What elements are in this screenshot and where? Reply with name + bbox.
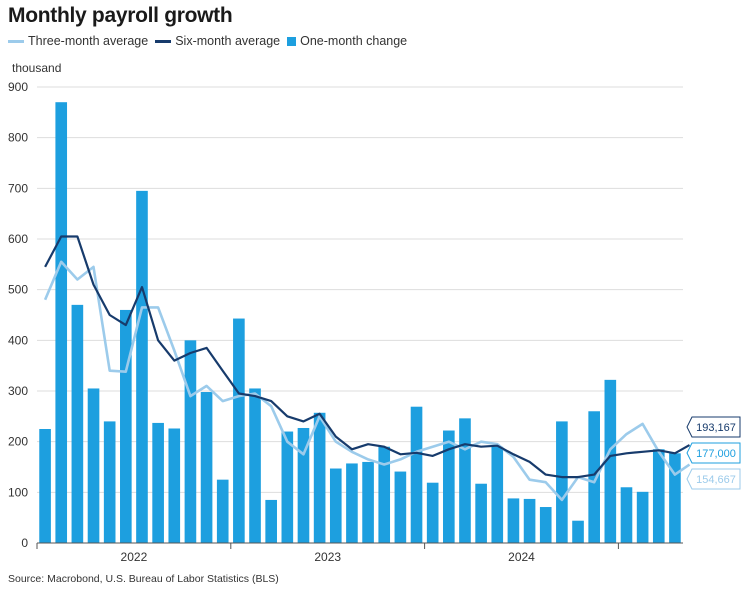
bar	[523, 498, 536, 543]
bar	[103, 421, 116, 543]
bar	[394, 471, 407, 543]
bar	[426, 482, 439, 543]
bar	[572, 520, 584, 543]
bar	[297, 427, 310, 543]
chart-title: Monthly payroll growth	[8, 4, 233, 27]
legend-label-three-month: Three-month average	[28, 34, 149, 48]
source-note: Source: Macrobond, U.S. Bureau of Labor …	[8, 573, 279, 585]
end-label-box	[686, 442, 741, 464]
bar	[604, 379, 617, 543]
chart-area: thousand 0 100 200 300 400 500 600 700 800 900 20…	[8, 61, 741, 564]
bars-one-month-change	[39, 102, 681, 543]
line-six-month-average	[44, 235, 691, 479]
bar	[669, 453, 681, 543]
y-tick-label: 300	[8, 384, 28, 398]
y-tick-label: 500	[8, 283, 28, 297]
x-tick-label: 2024	[508, 550, 535, 564]
line-three-month-average	[43, 260, 691, 502]
bar	[184, 340, 197, 543]
bar	[55, 102, 68, 543]
bar	[87, 388, 100, 543]
grid-lines	[37, 86, 683, 493]
bar	[265, 499, 277, 543]
bar	[362, 461, 374, 543]
y-axis-label: thousand	[12, 61, 61, 75]
legend-item-one-month: One-month change	[287, 34, 407, 48]
legend-label-one-month: One-month change	[300, 34, 408, 48]
bar	[120, 309, 132, 543]
bar	[249, 388, 261, 543]
legend-label-six-month: Six-month average	[175, 34, 281, 48]
bar	[233, 318, 245, 543]
y-tick-label: 700	[8, 181, 28, 195]
bar	[539, 507, 552, 543]
legend-item-six-month: Six-month average	[155, 34, 280, 48]
bar	[652, 449, 665, 543]
bar	[313, 412, 326, 543]
bar	[410, 406, 423, 543]
bar	[636, 491, 649, 543]
y-tick-label: 800	[8, 131, 28, 145]
bar	[556, 421, 568, 543]
y-axis-ticks: 0 100 200 300 400 500 600 700 800 900	[8, 80, 28, 550]
bar	[459, 418, 471, 543]
y-tick-label: 200	[8, 435, 28, 449]
bar	[152, 422, 164, 543]
y-tick-label: 900	[8, 80, 28, 94]
bar	[39, 429, 51, 543]
legend: Three-month average Six-month average On…	[8, 34, 414, 48]
x-axis: 2022 2023 2024	[36, 542, 683, 564]
legend-swatch-three-month	[8, 39, 24, 43]
bar	[71, 304, 84, 543]
legend-item-three-month: Three-month average	[8, 34, 148, 48]
bar	[281, 431, 294, 543]
x-tick-label: 2023	[314, 550, 341, 564]
bar	[200, 392, 213, 543]
bar	[168, 428, 181, 543]
x-tick-label: 2022	[121, 550, 148, 564]
bar	[136, 190, 148, 543]
bar	[216, 479, 229, 543]
bar	[329, 468, 342, 543]
bar	[378, 446, 391, 543]
legend-swatch-one-month	[287, 36, 297, 46]
y-tick-label: 600	[8, 232, 28, 246]
bar	[620, 487, 633, 543]
y-tick-label: 400	[8, 333, 28, 347]
y-tick-label: 0	[21, 536, 28, 550]
end-label-text: 154,667	[696, 474, 736, 486]
end-label-box	[686, 468, 741, 490]
end-label-text: 193,167	[696, 422, 736, 434]
bar	[491, 446, 504, 543]
end-value-labels: 193,167 177,000 154,667	[686, 416, 741, 490]
series-lines	[43, 235, 691, 502]
bar	[346, 463, 358, 543]
bar	[475, 483, 487, 543]
bar	[588, 411, 600, 543]
legend-swatch-six-month	[155, 39, 172, 43]
y-tick-label: 100	[8, 485, 28, 499]
end-label-box	[686, 416, 741, 438]
bar	[507, 498, 520, 543]
end-label-text: 177,000	[696, 448, 736, 460]
bar	[443, 430, 455, 543]
